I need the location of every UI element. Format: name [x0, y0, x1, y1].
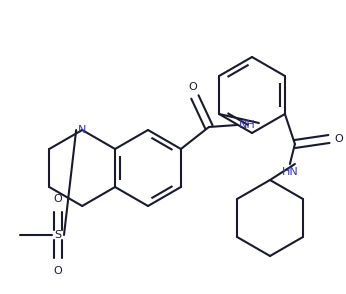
Text: O: O: [54, 266, 62, 276]
Text: O: O: [335, 134, 343, 144]
Text: N: N: [78, 125, 86, 135]
Text: O: O: [189, 82, 197, 92]
Text: O: O: [54, 194, 62, 204]
Text: S: S: [54, 230, 62, 240]
Text: HN: HN: [282, 167, 298, 177]
Text: NH: NH: [238, 120, 255, 130]
